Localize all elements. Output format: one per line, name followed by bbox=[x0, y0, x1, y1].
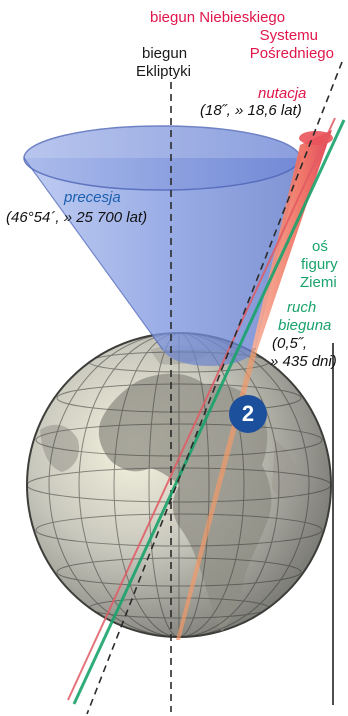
figure-axis-label-line3: Ziemi bbox=[300, 274, 337, 291]
ecliptic-pole-label-line1: biegun bbox=[142, 45, 188, 62]
precession-cone bbox=[23, 125, 301, 366]
cip-axis bbox=[67, 117, 336, 701]
figure-axis-label-line1: oś bbox=[312, 238, 328, 255]
polar-motion-value-line1: (0,5˝, bbox=[272, 335, 308, 352]
ecliptic-pole-label-line2: Ekliptyki bbox=[136, 63, 192, 80]
nutation-title: nutacja bbox=[258, 85, 307, 102]
precession-value: (46°54´, » 25 700 lat) bbox=[6, 209, 148, 226]
figure-axis-label-line2: figury bbox=[301, 256, 338, 273]
polar-motion-title-line1: ruch bbox=[287, 299, 317, 316]
cip-pole-label-line2: Systemu bbox=[259, 27, 318, 44]
figure-number-badge: 2 bbox=[229, 395, 267, 433]
precession-title: precesja bbox=[64, 189, 121, 206]
cip-pole-label-line1: biegun Niebieskiego bbox=[150, 9, 286, 26]
nutation-value: (18˝, » 18,6 lat) bbox=[200, 102, 302, 119]
rotation-axis bbox=[86, 61, 343, 715]
polar-motion-title-line2: bieguna bbox=[278, 317, 332, 334]
figure-axis bbox=[72, 119, 346, 705]
polar-motion-value-line2: » 435 dni) bbox=[270, 353, 337, 370]
cip-pole-label-line3: Pośredniego bbox=[249, 45, 334, 62]
earth-globe-icon bbox=[26, 332, 332, 638]
